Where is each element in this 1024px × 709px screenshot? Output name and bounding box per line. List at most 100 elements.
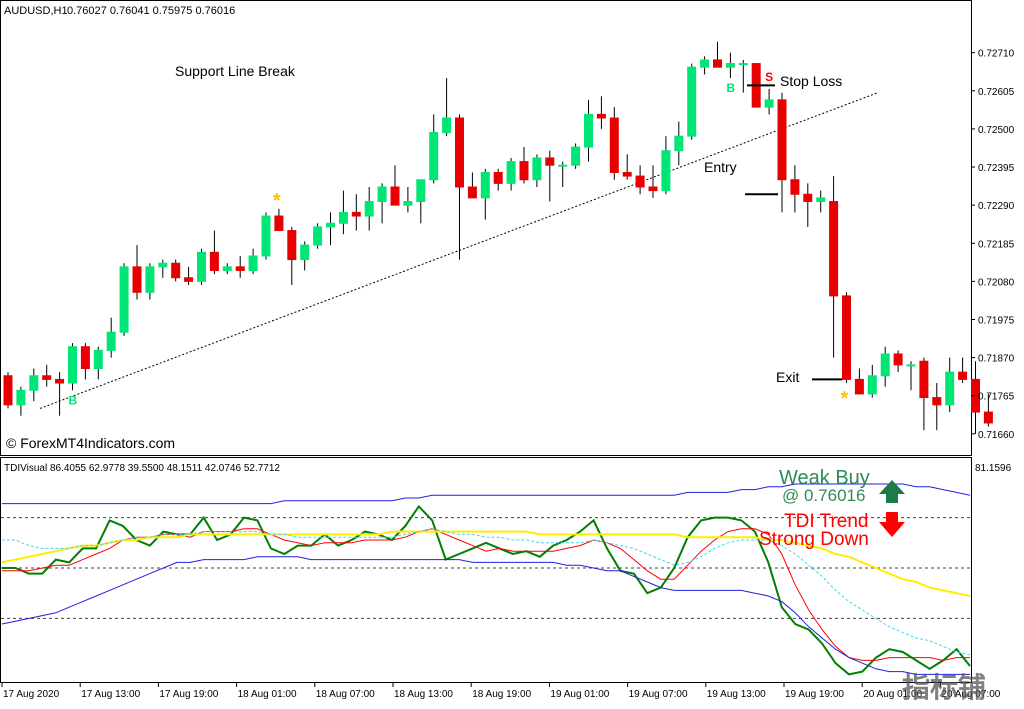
- candle: [313, 223, 323, 249]
- candle-body-bull: [906, 364, 916, 367]
- candle-body-bull: [687, 66, 697, 137]
- support-break-label: Support Line Break: [175, 63, 296, 79]
- candle: [584, 99, 593, 162]
- candle-body-bull: [197, 251, 206, 282]
- tdi-series-yellow: [1, 530, 971, 597]
- candle-body-bull: [300, 244, 310, 261]
- candle: [932, 383, 942, 431]
- candle-body-bull: [248, 255, 258, 271]
- candle-body-bull: [145, 266, 155, 293]
- up-arrow-icon: [879, 480, 905, 503]
- weak-buy-label: Weak Buy: [779, 467, 870, 489]
- candle-body-bull: [326, 222, 335, 228]
- buy-signal-marker: B: [726, 81, 735, 95]
- candle-body-bear: [713, 59, 722, 68]
- candle: [854, 368, 864, 395]
- stop-loss-label: Stop Loss: [780, 73, 842, 89]
- tdi-series-green: [2, 504, 971, 676]
- candle: [803, 183, 813, 227]
- candle-body-bear: [545, 157, 555, 166]
- time-tick-label: 19 Aug 07:00: [629, 689, 688, 700]
- candle-body-bear: [596, 113, 606, 119]
- candle-body-bear: [635, 175, 645, 188]
- candle-body-bear: [622, 171, 632, 177]
- price-tick-label: 0.71660: [978, 430, 1015, 441]
- candle-body-bull: [416, 179, 426, 203]
- candle-body-bear: [209, 251, 219, 271]
- price-tick-label: 0.72710: [978, 49, 1015, 60]
- price-tick-label: 0.71975: [978, 315, 1015, 326]
- candle: [519, 147, 529, 184]
- candle-body-bull: [119, 266, 129, 333]
- candle: [906, 361, 916, 391]
- candle: [42, 364, 52, 387]
- candle: [377, 183, 387, 224]
- candle-body-bear: [932, 397, 942, 406]
- candle-body-bull: [532, 157, 542, 181]
- candle: [777, 92, 787, 213]
- candle-body-bear: [455, 117, 464, 188]
- candle-body-bull: [738, 63, 748, 66]
- symbol-label: AUDUSD,H1: [4, 5, 68, 17]
- candle: [106, 317, 116, 358]
- candle: [29, 368, 39, 402]
- candle: [222, 263, 232, 275]
- indicator-axis-value: 81.1596: [975, 463, 1012, 474]
- candle-body-bull: [764, 99, 774, 108]
- candle: [403, 186, 413, 213]
- candle: [326, 212, 335, 246]
- candle-body-bear: [893, 353, 903, 366]
- time-tick-label: 20 Aug 07:00: [941, 689, 1000, 700]
- candle: [16, 386, 26, 416]
- time-tick-label: 18 Aug 19:00: [472, 689, 531, 700]
- ohlc-label: 0.76027 0.76041 0.75975 0.76016: [67, 5, 235, 17]
- candle: [145, 263, 155, 300]
- weak-buy-price: @ 0.76016: [782, 486, 865, 505]
- candle: [132, 245, 142, 300]
- candle: [480, 168, 490, 220]
- candle: [738, 59, 748, 93]
- candle: [919, 357, 929, 431]
- time-tick-label: 19 Aug 13:00: [707, 689, 766, 700]
- candle-body-bear: [609, 117, 619, 173]
- candle-body-bull: [313, 226, 323, 246]
- corner-logo: 指标铺: [902, 672, 986, 703]
- candle: [700, 56, 710, 75]
- candle: [364, 186, 374, 231]
- candle-body-bull: [158, 262, 168, 268]
- candle: [867, 364, 877, 398]
- indicator-pane: [0, 457, 972, 683]
- candle: [829, 176, 839, 358]
- candle-body-bear: [235, 266, 245, 271]
- candle-body-bear: [287, 230, 297, 261]
- tdi-series-red: [2, 528, 970, 661]
- candle: [274, 208, 284, 232]
- candle-body-bear: [493, 171, 503, 184]
- candle: [3, 372, 13, 409]
- indicator-header: TDIVisual 86.4055 62.9778 39.5500 48.151…: [4, 463, 280, 474]
- candle-body-bear: [519, 161, 529, 181]
- candle-body-bear: [55, 378, 65, 384]
- price-tick-label: 0.72080: [978, 277, 1015, 288]
- candle: [493, 168, 503, 191]
- candle-body-bull: [880, 353, 890, 377]
- candle-body-bull: [725, 63, 735, 68]
- tdi-series-blue: [2, 483, 971, 505]
- candle: [764, 88, 774, 115]
- time-tick-label: 17 Aug 19:00: [159, 689, 218, 700]
- candle-body-bear: [829, 201, 839, 297]
- candle-body-bull: [338, 211, 348, 224]
- candle-body-bull: [222, 266, 232, 271]
- candle: [261, 212, 271, 260]
- candle-body-bear: [919, 360, 929, 399]
- candle-body-bull: [674, 135, 684, 152]
- buy-signal-marker: B: [69, 393, 78, 407]
- candle: [68, 343, 77, 391]
- candle-body-bull: [442, 117, 452, 134]
- candle-body-bear: [842, 295, 851, 380]
- time-tick-label: 18 Aug 07:00: [316, 689, 375, 700]
- candle: [429, 114, 439, 184]
